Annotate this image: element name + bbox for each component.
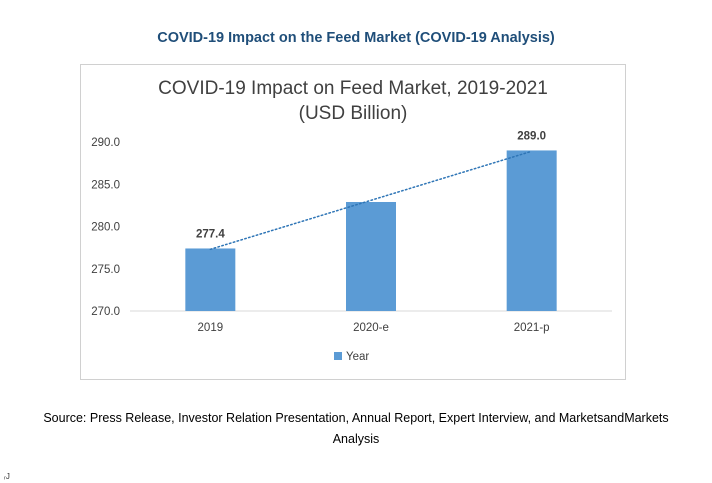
- y-tick-label: 285.0: [91, 179, 120, 191]
- x-tick-label: 2019: [198, 322, 224, 334]
- trendline: [209, 150, 533, 251]
- source-line-2: Analysis: [332, 432, 380, 446]
- chart-title-line2: (USD Billion): [298, 103, 408, 124]
- bar-2021-p: [506, 150, 557, 311]
- chart-title: COVID-19 Impact on Feed Market, 2019-202…: [80, 76, 626, 126]
- x-tick-label: 2021-p: [514, 322, 550, 334]
- corner-mark: ᵣJ: [4, 472, 10, 481]
- y-tick-label: 290.0: [91, 137, 120, 149]
- source-line-1: Source: Press Release, Investor Relation…: [43, 411, 669, 425]
- legend-label: Year: [346, 351, 369, 363]
- source-note: Source: Press Release, Investor Relation…: [0, 408, 712, 450]
- y-tick-label: 270.0: [91, 306, 120, 318]
- legend-swatch: [334, 352, 342, 360]
- bar-2019: [185, 248, 236, 311]
- y-tick-label: 275.0: [91, 264, 120, 276]
- chart-title-line1: COVID-19 Impact on Feed Market, 2019-202…: [158, 78, 548, 99]
- data-label: 289.0: [517, 130, 546, 142]
- bar-2020-e: [346, 201, 396, 311]
- x-tick-label: 2020-e: [353, 322, 389, 334]
- y-tick-label: 280.0: [91, 222, 120, 234]
- page-heading: COVID-19 Impact on the Feed Market (COVI…: [157, 30, 555, 46]
- data-label: 277.4: [196, 228, 225, 240]
